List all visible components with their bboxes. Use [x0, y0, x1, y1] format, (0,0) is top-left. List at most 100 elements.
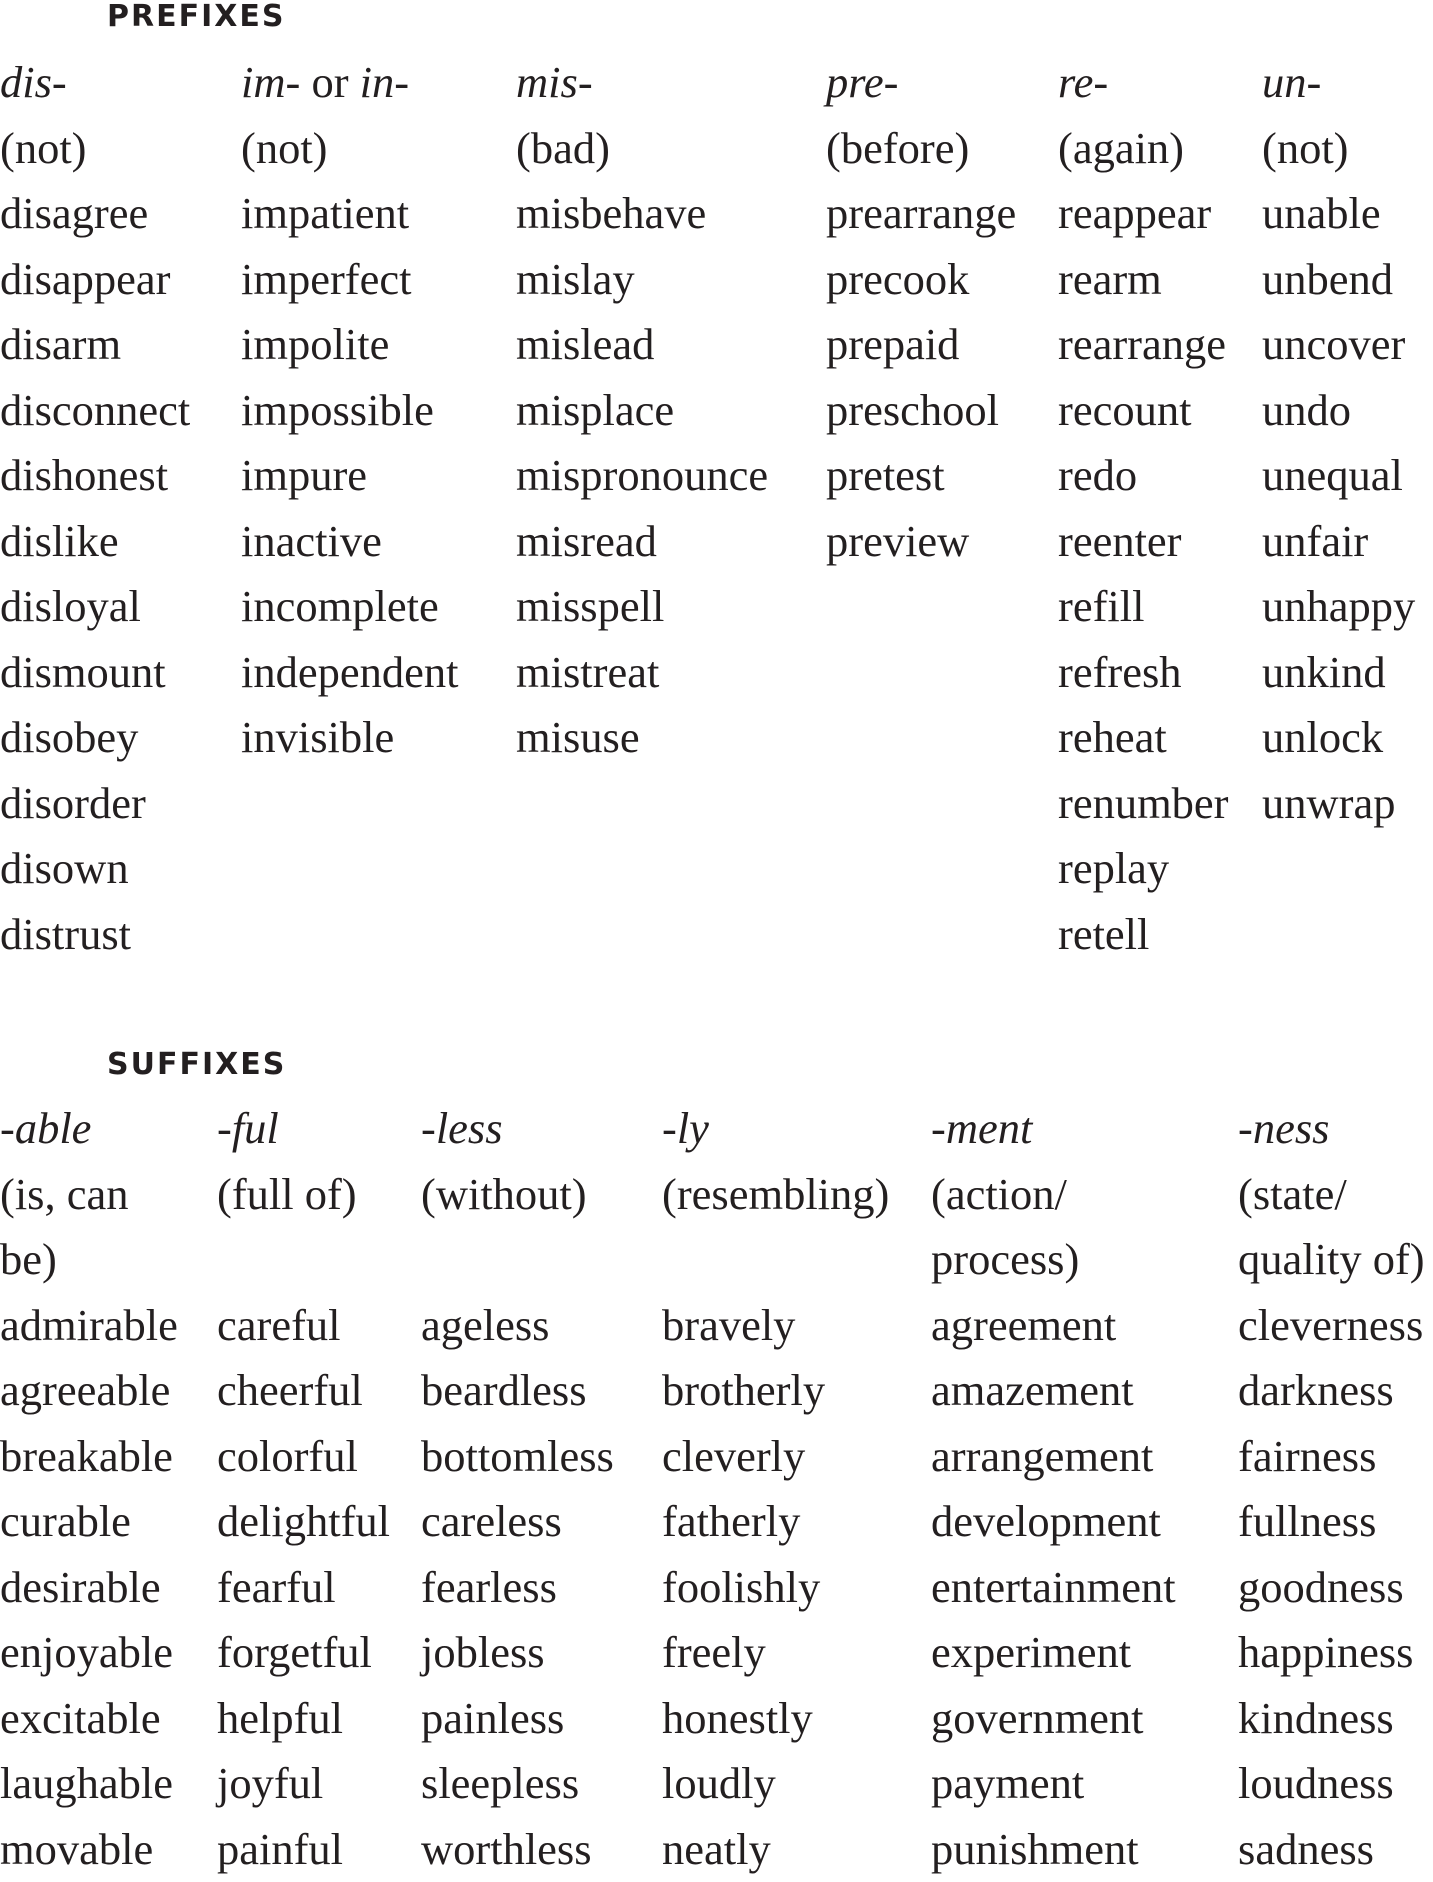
affix-meaning: be)	[0, 1227, 178, 1293]
example-word: forgetful	[217, 1620, 390, 1686]
example-word: fearful	[217, 1555, 390, 1621]
example-word: independent	[241, 640, 458, 706]
example-word: happiness	[1238, 1620, 1425, 1686]
affix-meaning: (full of)	[217, 1162, 390, 1228]
example-word: dismount	[0, 640, 190, 706]
example-word: loudness	[1238, 1751, 1425, 1817]
example-word: unequal	[1262, 443, 1415, 509]
affix-label: im-	[241, 57, 300, 107]
affix-header: un-	[1262, 50, 1415, 116]
example-word: bravely	[662, 1293, 889, 1359]
affix-meaning: (without)	[421, 1162, 614, 1228]
example-word: cleverness	[1238, 1293, 1425, 1359]
example-word: incomplete	[241, 574, 458, 640]
example-word: punishment	[931, 1817, 1176, 1882]
example-word: painless	[421, 1686, 614, 1752]
example-word: development	[931, 1489, 1176, 1555]
example-word: inactive	[241, 509, 458, 575]
example-word: freely	[662, 1620, 889, 1686]
example-word: arrangement	[931, 1424, 1176, 1490]
example-word: refill	[1058, 574, 1229, 640]
example-word: ageless	[421, 1293, 614, 1359]
example-word: uncover	[1262, 312, 1415, 378]
affix-meaning: (before)	[826, 116, 1016, 182]
affix-header: -ness	[1238, 1096, 1425, 1162]
affix-label: mis-	[516, 57, 593, 107]
prefixes-heading: PREFIXES	[107, 0, 285, 35]
example-word: unbend	[1262, 247, 1415, 313]
example-word: imperfect	[241, 247, 458, 313]
example-word: disown	[0, 836, 190, 902]
affix-meaning: (is, can	[0, 1162, 178, 1228]
example-word: colorful	[217, 1424, 390, 1490]
example-word: loudly	[662, 1751, 889, 1817]
example-word: payment	[931, 1751, 1176, 1817]
affix-label: -ness	[1238, 1103, 1329, 1153]
example-word: unfair	[1262, 509, 1415, 575]
example-word: preschool	[826, 378, 1016, 444]
example-word: refresh	[1058, 640, 1229, 706]
example-word: experiment	[931, 1620, 1176, 1686]
example-word: disobey	[0, 705, 190, 771]
example-word: careful	[217, 1293, 390, 1359]
affix-header: -ment	[931, 1096, 1176, 1162]
example-word: preview	[826, 509, 1016, 575]
example-word: fearless	[421, 1555, 614, 1621]
affix-label: -able	[0, 1103, 91, 1153]
example-word: invisible	[241, 705, 458, 771]
example-word: misplace	[516, 378, 768, 444]
affix-label: -ly	[662, 1103, 709, 1153]
example-word: desirable	[0, 1555, 178, 1621]
example-word: disagree	[0, 181, 190, 247]
example-word: laughable	[0, 1751, 178, 1817]
example-word: unable	[1262, 181, 1415, 247]
example-word: sleepless	[421, 1751, 614, 1817]
example-word: helpful	[217, 1686, 390, 1752]
affix-header: -ly	[662, 1096, 889, 1162]
example-word: darkness	[1238, 1358, 1425, 1424]
example-word: rearrange	[1058, 312, 1229, 378]
example-word: cheerful	[217, 1358, 390, 1424]
example-word: movable	[0, 1817, 178, 1882]
example-word: enjoyable	[0, 1620, 178, 1686]
example-word: careless	[421, 1489, 614, 1555]
example-word: disarm	[0, 312, 190, 378]
affix-label: -ment	[931, 1103, 1032, 1153]
example-word: beardless	[421, 1358, 614, 1424]
example-word: worthless	[421, 1817, 614, 1882]
affix-meaning: (state/	[1238, 1162, 1425, 1228]
example-word: impossible	[241, 378, 458, 444]
affix-label: re-	[1058, 57, 1108, 107]
example-word: unhappy	[1262, 574, 1415, 640]
example-word: rearm	[1058, 247, 1229, 313]
example-word: sadness	[1238, 1817, 1425, 1882]
affix-meaning: (action/	[931, 1162, 1176, 1228]
affix-meaning: (resembling)	[662, 1162, 889, 1228]
affix-meaning: process)	[931, 1227, 1176, 1293]
example-word: renumber	[1058, 771, 1229, 837]
affix-header: -less	[421, 1096, 614, 1162]
example-word: neatly	[662, 1817, 889, 1882]
example-word: recount	[1058, 378, 1229, 444]
affix-joiner: or	[300, 57, 359, 107]
example-word: amazement	[931, 1358, 1176, 1424]
affix-header: -ful	[217, 1096, 390, 1162]
example-word: unkind	[1262, 640, 1415, 706]
example-word: breakable	[0, 1424, 178, 1490]
example-word: redo	[1058, 443, 1229, 509]
affix-header: -able	[0, 1096, 178, 1162]
example-word: agreement	[931, 1293, 1176, 1359]
example-word: prearrange	[826, 181, 1016, 247]
affix-header: pre-	[826, 50, 1016, 116]
example-word: joyful	[217, 1751, 390, 1817]
example-word: excitable	[0, 1686, 178, 1752]
affix-label: -less	[421, 1103, 503, 1153]
